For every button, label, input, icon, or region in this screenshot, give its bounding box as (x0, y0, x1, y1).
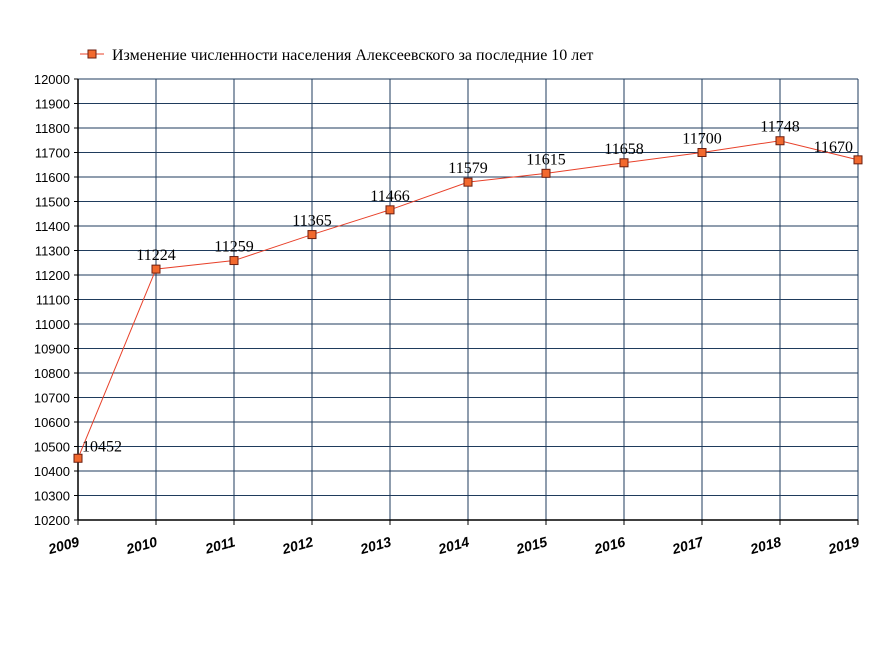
x-tick-label: 2014 (436, 533, 471, 557)
x-tick-label: 2010 (124, 533, 159, 557)
data-labels: 10452 11224 11259 11365 11466 11579 11615 11658… (82, 119, 853, 456)
x-tick-label: 2018 (748, 533, 783, 557)
x-tick-label: 2013 (358, 533, 393, 557)
data-label: 10452 (82, 438, 122, 455)
data-point (307, 230, 317, 240)
y-tick-label: 10500 (34, 440, 70, 455)
y-tick-label: 11500 (35, 195, 70, 210)
y-tick-label: 10900 (34, 342, 70, 357)
data-point (385, 205, 395, 215)
y-tick-label: 11800 (35, 121, 70, 136)
y-tick-label: 12000 (34, 72, 70, 87)
legend: Изменение численности населения Алексеев… (80, 47, 593, 64)
y-tick-label: 11200 (35, 268, 70, 283)
data-label: 11224 (136, 247, 175, 264)
x-tick-label: 2012 (280, 533, 315, 557)
data-label: 11259 (214, 239, 253, 256)
data-point (775, 136, 785, 146)
y-tick-label: 10600 (34, 415, 70, 430)
data-point (151, 264, 161, 274)
y-tick-label: 11300 (35, 244, 70, 259)
x-tick-label: 2019 (826, 533, 861, 557)
data-point (73, 453, 83, 463)
data-point (229, 256, 239, 266)
y-tick-label: 10300 (34, 489, 70, 504)
x-tick-label: 2009 (46, 533, 81, 557)
data-point (463, 177, 473, 187)
x-tick-label: 2016 (592, 533, 627, 557)
y-tick-label: 10800 (34, 366, 70, 381)
series-population (73, 136, 863, 463)
y-tick-label: 11700 (35, 146, 70, 161)
data-point (619, 158, 629, 168)
x-tick-label: 2011 (203, 533, 237, 557)
x-tick-label: 2015 (514, 533, 549, 557)
y-tick-label: 11600 (35, 170, 70, 185)
data-point (697, 148, 707, 157)
axes (74, 78, 859, 525)
legend-label: Изменение численности населения Алексеев… (112, 47, 593, 64)
data-label: 11365 (292, 213, 331, 230)
data-label: 11615 (526, 151, 565, 168)
gridlines (77, 78, 859, 521)
x-tick-labels: 2009 2010 2011 2012 2013 2014 2015 2016 2017 2018… (46, 533, 861, 557)
data-label: 11466 (370, 188, 409, 205)
y-tick-label: 11400 (35, 219, 70, 234)
y-tick-label: 11000 (35, 317, 70, 332)
y-tick-label: 10400 (34, 464, 70, 479)
legend-marker (87, 49, 97, 59)
x-tick-label: 2017 (670, 533, 706, 557)
y-tick-label: 11100 (36, 293, 70, 308)
data-point (541, 168, 551, 178)
data-label: 11748 (760, 119, 799, 136)
data-point (853, 155, 863, 165)
data-label: 11658 (604, 141, 643, 158)
y-tick-label: 10700 (34, 391, 70, 406)
y-tick-labels: 10200 10300 10400 10500 10600 10700 10800 10900… (34, 72, 70, 528)
y-tick-label: 11900 (35, 97, 70, 112)
y-tick-label: 10200 (34, 513, 70, 528)
data-label: 11670 (814, 139, 853, 156)
data-label: 11700 (682, 131, 721, 148)
data-label: 11579 (448, 160, 487, 177)
